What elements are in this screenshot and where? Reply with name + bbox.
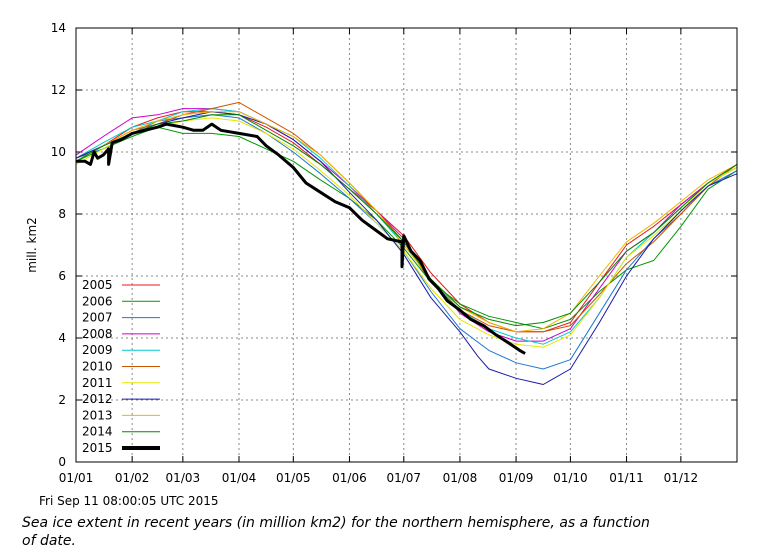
plot-frame — [75, 27, 738, 463]
legend-label-2010: 2010 — [82, 360, 113, 374]
legend: 2005 2006 2007 2008 2009 2010 2011 2012 2013 2014… — [82, 278, 160, 455]
x-tick-label: 01/02 — [115, 471, 150, 485]
y-tick-label: 10 — [51, 145, 66, 159]
legend-label-2005: 2005 — [82, 278, 113, 292]
x-tick-label: 01/04 — [222, 471, 257, 485]
y-tick-label: 0 — [58, 455, 66, 469]
figure-caption: Sea ice extent in recent years (in milli… — [22, 515, 650, 549]
gridlines — [76, 28, 737, 462]
series-line-2015 — [76, 122, 526, 355]
y-tick-label: 14 — [51, 21, 66, 35]
chart-background — [0, 0, 772, 490]
y-tick-label: 4 — [58, 331, 66, 345]
x-tick-label: 01/09 — [499, 471, 534, 485]
x-tick-label: 01/07 — [386, 471, 421, 485]
series-lines — [75, 101, 738, 385]
legend-label-2012: 2012 — [82, 392, 113, 406]
y-tick-label: 6 — [58, 269, 66, 283]
y-tick-labels: 0 2 4 6 8 10 12 14 — [51, 21, 66, 469]
legend-label-2014: 2014 — [82, 425, 113, 439]
x-tick-label: 01/05 — [276, 471, 311, 485]
legend-label-2009: 2009 — [82, 343, 113, 357]
y-tick-label: 12 — [51, 83, 66, 97]
x-tick-label: 01/06 — [332, 471, 367, 485]
x-tick-label: 01/10 — [553, 471, 588, 485]
timestamp: Fri Sep 11 08:00:05 UTC 2015 — [39, 494, 219, 508]
legend-label-2011: 2011 — [82, 376, 113, 390]
y-tick-label: 8 — [58, 207, 66, 221]
x-tick-label: 01/12 — [664, 471, 699, 485]
y-axis-title: mill. km2 — [25, 217, 39, 273]
legend-label-2006: 2006 — [82, 294, 113, 308]
x-tick-label: 01/08 — [443, 471, 478, 485]
x-tick-labels: 01/01 01/02 01/03 01/04 01/05 01/06 01/07 01/08… — [59, 471, 698, 485]
y-tick-label: 2 — [58, 393, 66, 407]
legend-label-2008: 2008 — [82, 327, 113, 341]
legend-label-2015: 2015 — [82, 441, 113, 455]
legend-label-2007: 2007 — [82, 311, 113, 325]
series-line-2012 — [75, 111, 738, 385]
x-tick-label: 01/11 — [609, 471, 644, 485]
legend-label-2013: 2013 — [82, 408, 113, 422]
x-tick-label: 01/01 — [59, 471, 94, 485]
x-tick-label: 01/03 — [166, 471, 201, 485]
